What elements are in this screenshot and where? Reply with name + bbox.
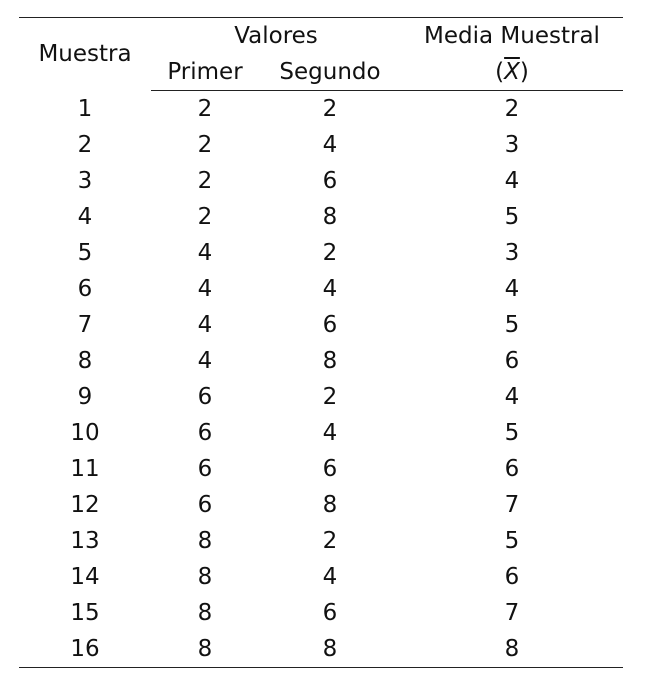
- table-row: 6 4 4 4: [19, 271, 623, 307]
- cell-primer: 4: [197, 240, 213, 266]
- cell-segundo: 2: [322, 384, 338, 410]
- cell-primer: 2: [197, 96, 213, 122]
- cell-segundo: 6: [322, 456, 338, 482]
- cell-segundo: 2: [322, 96, 338, 122]
- cell-muestra: 10: [70, 420, 100, 446]
- cell-media: 7: [504, 600, 520, 626]
- cell-segundo: 2: [322, 240, 338, 266]
- cell-muestra: 12: [70, 492, 100, 518]
- table-row: 8 4 8 6: [19, 343, 623, 379]
- cell-primer: 4: [197, 348, 213, 374]
- cell-segundo: 6: [322, 312, 338, 338]
- cell-media: 7: [504, 492, 520, 518]
- table-row: 4 2 8 5: [19, 199, 623, 235]
- symbol-close-paren: ): [519, 59, 529, 85]
- cell-segundo: 8: [322, 204, 338, 230]
- cell-media: 6: [504, 348, 520, 374]
- header-valores: Valores: [151, 17, 401, 54]
- sample-means-table: Muestra Valores Media Muestral Primer Se…: [19, 17, 623, 668]
- table-row: 13 8 2 5: [19, 523, 623, 559]
- cell-muestra: 1: [77, 95, 93, 122]
- header-media-muestral: Media Muestral: [401, 17, 623, 54]
- cell-muestra: 3: [77, 168, 93, 194]
- cell-muestra: 11: [70, 456, 100, 482]
- cell-primer: 8: [197, 600, 213, 626]
- cell-muestra: 2: [77, 132, 93, 158]
- cell-primer: 2: [197, 132, 213, 158]
- cell-primer: 8: [197, 528, 213, 554]
- cell-media: 5: [504, 204, 520, 230]
- table-row: 16 8 8 8: [19, 631, 623, 668]
- cell-primer: 2: [197, 168, 213, 194]
- cell-muestra: 8: [77, 348, 93, 374]
- header-primer: Primer: [151, 54, 259, 91]
- cell-media: 5: [504, 528, 520, 554]
- table-row: 3 2 6 4: [19, 163, 623, 199]
- cell-segundo: 4: [322, 420, 338, 446]
- cell-primer: 8: [151, 631, 259, 668]
- table-row: 7 4 6 5: [19, 307, 623, 343]
- cell-segundo: 8: [322, 492, 338, 518]
- cell-muestra: 4: [77, 204, 93, 230]
- table-row: 14 8 4 6: [19, 559, 623, 595]
- cell-media: 3: [504, 132, 520, 158]
- cell-media: 2: [504, 96, 520, 122]
- cell-muestra: 6: [77, 276, 93, 302]
- cell-muestra: 15: [70, 600, 100, 626]
- cell-muestra: 13: [70, 528, 100, 554]
- header-row-bottom: Primer Segundo (X): [19, 54, 623, 91]
- cell-muestra: 16: [19, 631, 151, 668]
- header-segundo: Segundo: [259, 54, 401, 91]
- cell-media: 5: [504, 420, 520, 446]
- cell-segundo: 2: [322, 528, 338, 554]
- header-media-symbol: (X): [401, 54, 623, 91]
- cell-media: 4: [504, 384, 520, 410]
- table-row: 2 2 4 3: [19, 127, 623, 163]
- cell-media: 6: [504, 564, 520, 590]
- cell-muestra: 9: [77, 384, 93, 410]
- cell-media: 4: [504, 168, 520, 194]
- symbol-open-paren: (: [495, 59, 505, 85]
- table-row: 1 2 2 2: [19, 91, 623, 128]
- cell-muestra: 7: [77, 312, 93, 338]
- cell-media: 5: [504, 312, 520, 338]
- table-row: 10 6 4 5: [19, 415, 623, 451]
- cell-primer: 2: [197, 204, 213, 230]
- cell-segundo: 6: [322, 168, 338, 194]
- cell-media: 4: [504, 276, 520, 302]
- cell-media: 6: [504, 456, 520, 482]
- header-muestra: Muestra: [19, 17, 151, 91]
- table-row: 15 8 6 7: [19, 595, 623, 631]
- cell-primer: 6: [197, 456, 213, 482]
- cell-primer: 8: [197, 564, 213, 590]
- cell-media: 3: [504, 240, 520, 266]
- cell-primer: 4: [197, 276, 213, 302]
- cell-muestra: 14: [70, 564, 100, 590]
- cell-muestra: 5: [77, 240, 93, 266]
- x-bar-symbol: X: [504, 59, 520, 85]
- cell-segundo: 8: [322, 348, 338, 374]
- cell-primer: 4: [197, 312, 213, 338]
- cell-segundo: 4: [322, 564, 338, 590]
- sample-means-table-container: Muestra Valores Media Muestral Primer Se…: [19, 17, 623, 668]
- cell-primer: 6: [197, 492, 213, 518]
- table-body: 1 2 2 2 2 2 4 3 3 2 6 4 4 2 8 5 5 4 2 3 6 4 4 4 7 4 6 5 8 4 8 6 9 6 2 4 10 6 4…: [19, 91, 623, 668]
- cell-segundo: 4: [322, 276, 338, 302]
- cell-primer: 6: [197, 420, 213, 446]
- cell-segundo: 4: [322, 132, 338, 158]
- cell-primer: 6: [197, 384, 213, 410]
- table-row: 12 6 8 7: [19, 487, 623, 523]
- cell-segundo: 6: [322, 600, 338, 626]
- header-row-top: Muestra Valores Media Muestral: [19, 17, 623, 91]
- cell-segundo: 8: [259, 631, 401, 668]
- cell-media: 8: [401, 631, 623, 668]
- table-header: Muestra Valores Media Muestral Primer Se…: [19, 17, 623, 91]
- table-row: 5 4 2 3: [19, 235, 623, 271]
- table-row: 9 6 2 4: [19, 379, 623, 415]
- table-row: 11 6 6 6: [19, 451, 623, 487]
